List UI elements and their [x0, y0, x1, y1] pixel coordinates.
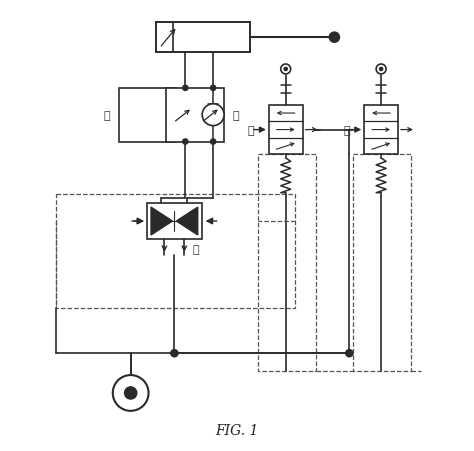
Circle shape: [284, 68, 287, 71]
Bar: [364, 106, 398, 155]
Bar: [56, 195, 295, 309]
Bar: [353, 155, 411, 371]
Bar: [269, 106, 302, 155]
Bar: [147, 204, 202, 239]
Text: ⑤: ⑤: [193, 244, 200, 254]
Polygon shape: [151, 207, 173, 235]
Circle shape: [174, 105, 196, 126]
Bar: [166, 89, 224, 142]
Bar: [155, 23, 250, 53]
Circle shape: [281, 65, 291, 75]
Circle shape: [171, 350, 178, 357]
Text: FIG. 1: FIG. 1: [215, 423, 259, 437]
Circle shape: [210, 140, 216, 145]
Circle shape: [376, 65, 386, 75]
Text: ④: ④: [343, 125, 350, 135]
Circle shape: [210, 86, 216, 91]
Text: ②: ②: [233, 110, 239, 120]
Circle shape: [183, 140, 188, 145]
Circle shape: [183, 86, 188, 91]
Circle shape: [125, 387, 137, 399]
Circle shape: [380, 68, 383, 71]
Text: ①: ①: [103, 110, 110, 120]
Bar: [258, 155, 316, 371]
Circle shape: [202, 105, 224, 126]
Circle shape: [113, 375, 148, 411]
Circle shape: [346, 350, 353, 357]
Text: ③: ③: [247, 125, 254, 135]
Polygon shape: [176, 207, 198, 235]
Bar: [118, 89, 176, 142]
Circle shape: [329, 33, 339, 43]
